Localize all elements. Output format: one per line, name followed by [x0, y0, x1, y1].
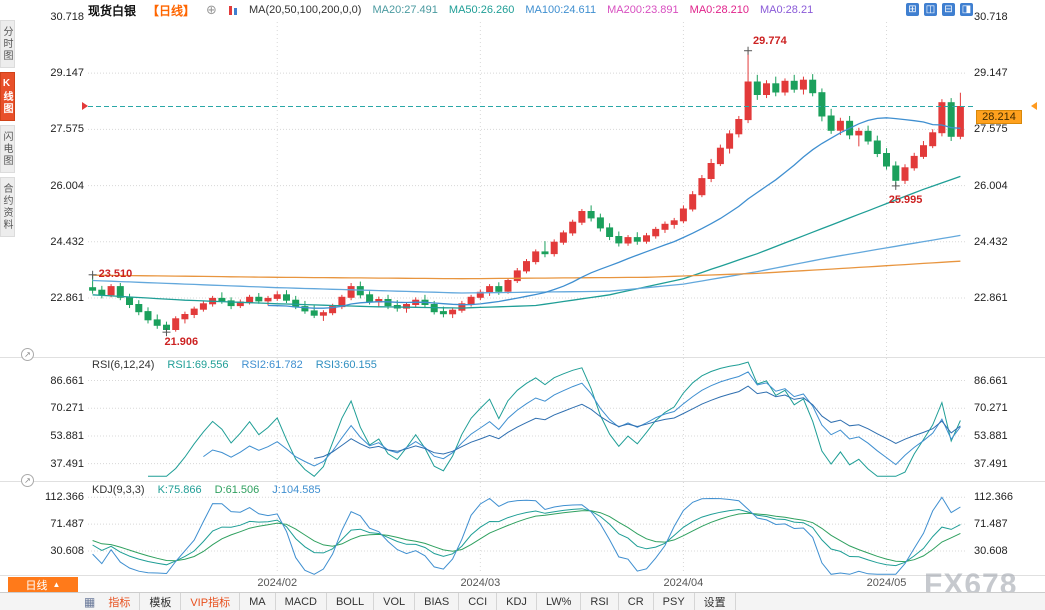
indicator-settings[interactable]: 设置: [695, 593, 736, 610]
kdj-value-label: J:104.585: [272, 484, 321, 496]
indicator-cci[interactable]: CCI: [459, 593, 498, 610]
ma-value-label: MA0:28.210: [689, 4, 749, 16]
price-axis-label: 27.575: [50, 123, 84, 136]
indicator-psy[interactable]: PSY: [654, 593, 695, 610]
rsi-axis-label: 37.491: [974, 457, 1008, 470]
instrument-title: 现货白银: [88, 3, 137, 18]
indicator-rsi[interactable]: RSI: [581, 593, 619, 610]
layout-grid-icon[interactable]: ⊞: [906, 3, 919, 16]
indicator-macd[interactable]: MACD: [276, 593, 327, 610]
rsi-axis-label: 86.661: [50, 374, 84, 387]
expand-rsi-panel-icon[interactable]: ↗: [21, 474, 34, 487]
period-label: 日线: [25, 579, 48, 592]
kdj-axis-label: 71.487: [50, 518, 84, 531]
rsi-axis-label: 53.881: [50, 429, 84, 442]
kdj-axis-label: 112.366: [974, 491, 1013, 504]
indicator-kdj[interactable]: KDJ: [497, 593, 537, 610]
price-axis-label: 29.147: [50, 67, 84, 80]
chart-header: 现货白银 【日线】 ⊕ MA(20,50,100,200,0,0) MA20:2…: [88, 2, 813, 18]
rsi-value-label: RSI2:61.782: [241, 359, 303, 371]
rsi-axis-label: 70.271: [974, 402, 1008, 415]
ma-values: MA20:27.491 MA50:26.260 MA100:24.611 MA200:…: [372, 4, 813, 16]
price-axis-label: 29.147: [974, 67, 1008, 80]
indicator-cr[interactable]: CR: [619, 593, 654, 610]
ma-value-label: MA100:24.611: [525, 4, 597, 16]
price-axis-label: 26.004: [974, 179, 1008, 192]
rsi-title: RSI(6,12,24): [92, 359, 155, 371]
chart-type-tabs: 分时图 K线图闪电图合约资料: [0, 20, 15, 237]
tab-indicators[interactable]: 指标: [99, 593, 141, 610]
kdj-axis-label: 71.487: [974, 518, 1008, 531]
kdj-value-label: K:75.866: [157, 484, 202, 496]
month-label: 2024/05: [866, 577, 907, 589]
price-axis-label: 30.718: [50, 10, 84, 23]
rsi-axis-label: 53.881: [974, 429, 1008, 442]
indicator-lwr[interactable]: LW%: [537, 593, 582, 610]
period-tag: 【日线】: [147, 3, 196, 18]
month-label: 2024/04: [663, 577, 704, 589]
tab-vip-indicators[interactable]: VIP指标: [181, 593, 241, 610]
indicator-toolbar: ▦ 指标 模板 VIP指标 MA MACD BOLL VOL BIAS CCI KDJ LW% RS…: [0, 592, 1045, 610]
right-axis-price-marker-icon: [1027, 101, 1037, 110]
month-label: 2024/03: [460, 577, 501, 589]
indicator-bias[interactable]: BIAS: [415, 593, 460, 610]
tab-kline-chart[interactable]: K线图: [0, 72, 15, 121]
layout-bottom-pane-icon[interactable]: ⊟: [942, 3, 955, 16]
kdj-axis-label: 30.608: [974, 544, 1008, 557]
price-axis-label: 24.432: [974, 235, 1008, 248]
ma-formula: MA(20,50,100,200,0,0): [248, 4, 362, 16]
rsi-axis-label: 37.491: [50, 457, 84, 470]
chevron-up-icon: ▲: [52, 580, 61, 589]
layout-left-pane-icon[interactable]: ◫: [924, 3, 937, 16]
left-axis-price-marker-icon: [82, 101, 92, 110]
kdj-axis-label: 30.608: [50, 544, 84, 557]
grid-icon[interactable]: ▦: [84, 594, 96, 609]
kdj-value-label: D:61.506: [214, 484, 260, 496]
price-axis-label: 24.432: [50, 235, 84, 248]
indicator-ma[interactable]: MA: [240, 593, 276, 610]
price-annotation: 21.906: [164, 336, 199, 349]
tab-contract-info[interactable]: 合约资料: [0, 177, 15, 237]
price-annotation: 23.510: [98, 267, 133, 280]
price-axis-label: 30.718: [974, 10, 1008, 23]
period-selector-button[interactable]: 日线 ▲: [8, 577, 78, 592]
kdj-axis-label: 112.366: [45, 491, 84, 504]
price-annotation: 29.774: [753, 34, 787, 47]
price-annotation: 25.995: [888, 193, 923, 206]
month-label: 2024/02: [257, 577, 298, 589]
ma-value-label: MA0:28.21: [759, 4, 814, 16]
rsi-axis-label: 70.271: [50, 402, 84, 415]
rsi-value-label: RSI1:69.556: [167, 359, 229, 371]
layout-toolbar: ⊞ ◫ ⊟ ◨: [906, 3, 973, 16]
tab-templates[interactable]: 模板: [140, 593, 182, 610]
add-indicator-icon[interactable]: ⊕: [206, 2, 217, 17]
price-axis-label: 22.861: [50, 292, 84, 304]
rsi-axis-label: 86.661: [974, 374, 1008, 387]
kdj-header: KDJ(9,3,3) K:75.866 D:61.506 J:104.585: [92, 484, 321, 496]
ma-value-label: MA20:27.491: [372, 4, 438, 16]
price-axis-label: 27.575: [974, 123, 1008, 136]
price-axis-label: 22.861: [974, 292, 1008, 304]
price-axis-label: 26.004: [50, 179, 84, 192]
ma-value-label: MA200:23.891: [607, 4, 679, 16]
rsi-value-label: RSI3:60.155: [315, 359, 377, 371]
indicator-vol[interactable]: VOL: [374, 593, 416, 610]
ma-value-label: MA50:26.260: [448, 4, 515, 16]
tab-flash-chart[interactable]: 闪电图: [0, 125, 15, 173]
rsi-header: RSI(6,12,24) RSI1:69.556 RSI2:61.782 RSI3:…: [92, 359, 377, 371]
indicator-boll[interactable]: BOLL: [327, 593, 375, 610]
expand-main-panel-icon[interactable]: ↗: [21, 348, 34, 361]
candlestick-icon: [228, 5, 238, 16]
kdj-title: KDJ(9,3,3): [92, 484, 145, 496]
layout-right-pane-icon[interactable]: ◨: [960, 3, 973, 16]
tab-time-chart[interactable]: 分时图: [0, 20, 15, 68]
last-price-tag: 28.214: [976, 109, 1022, 124]
